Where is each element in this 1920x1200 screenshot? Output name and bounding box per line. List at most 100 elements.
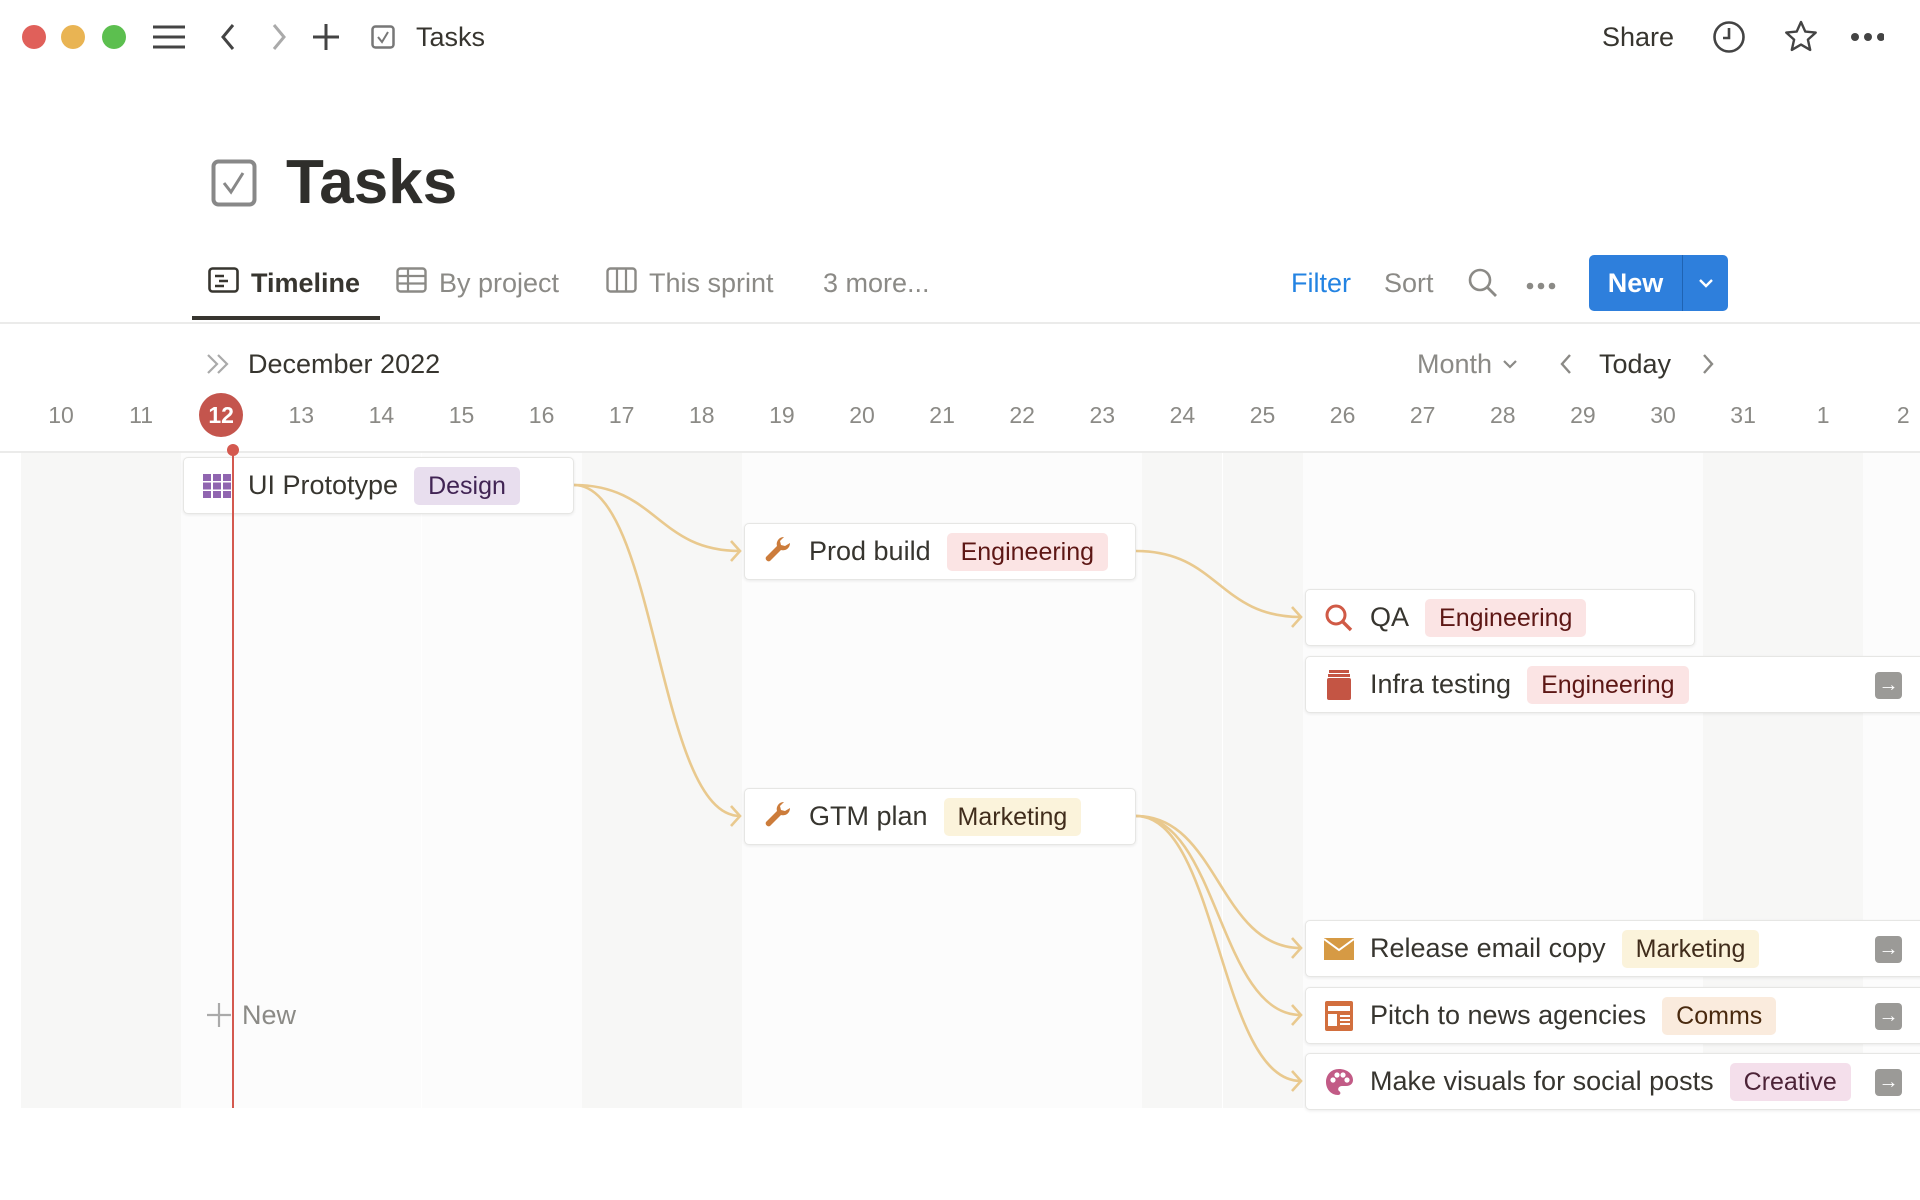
tab-this-sprint[interactable]: This sprint [606,265,774,301]
day-label: 17 [608,402,635,428]
search-icon[interactable] [1467,267,1499,304]
dependency-arrowhead [730,805,742,827]
task-title: Infra testing [1370,669,1512,699]
plus-icon[interactable] [309,20,343,54]
sort-button[interactable]: Sort [1384,268,1434,298]
today-marker: 12 [199,393,244,437]
maximize-window-button[interactable] [102,25,126,49]
day-label: 22 [1009,402,1035,428]
task-tag: Comms [1662,996,1777,1035]
more-options-icon[interactable] [1850,20,1884,54]
forward-arrow-icon[interactable] [262,20,296,54]
day-label: 31 [1730,402,1756,428]
tab-label: Timeline [251,267,361,298]
dependency-line [1135,814,1302,950]
tab-more-views[interactable]: 3 more... [823,265,930,301]
weekend-column [661,453,742,1108]
today-button[interactable]: Today [1599,349,1672,379]
tab-label: 3 more... [823,267,930,298]
tab-by-project[interactable]: By project [396,265,559,301]
task-card[interactable]: GTM plan Marketing [744,788,1136,845]
open-task-arrow-icon[interactable]: → [1875,672,1902,699]
day-label: 23 [1089,402,1116,428]
day-label: 15 [448,402,475,428]
tabs-divider [0,322,1920,324]
day-label: 1 [1816,402,1830,428]
day-column [501,453,582,1108]
next-period-icon[interactable] [1701,353,1715,380]
new-dropdown-button[interactable] [1682,255,1728,311]
task-tag: Engineering [946,532,1109,571]
breadcrumb[interactable]: Tasks [416,22,486,52]
task-card[interactable]: Infra testing Engineering → [1305,656,1920,713]
today-line [232,450,234,1108]
wrench-icon [763,801,793,832]
dependency-line [1135,814,1302,1017]
open-task-arrow-icon[interactable]: → [1875,1069,1902,1096]
task-title: Pitch to news agencies [1370,1000,1647,1030]
day-column [261,453,342,1108]
task-card[interactable]: Pitch to news agencies Comms → [1305,987,1920,1044]
day-label: 20 [849,402,875,428]
day-column [181,453,262,1108]
day-label: 30 [1650,402,1676,428]
dependency-line [573,483,741,818]
previous-period-icon[interactable] [1559,353,1573,380]
page-icon[interactable] [211,159,257,212]
open-task-arrow-icon[interactable]: → [1875,1003,1902,1030]
task-tag: Engineering [1425,598,1587,637]
wrench-icon [763,536,793,567]
task-tag: Marketing [943,797,1082,836]
tab-timeline[interactable]: Timeline [208,265,360,301]
weekend-column [1142,453,1223,1108]
task-card[interactable]: Make visuals for social posts Creative → [1305,1053,1920,1110]
day-label: 2 [1896,402,1910,428]
task-tag: Creative [1729,1062,1851,1101]
dependency-line [573,483,741,553]
close-window-button[interactable] [22,25,46,49]
open-task-arrow-icon[interactable]: → [1875,936,1902,963]
menu-icon[interactable] [152,20,186,54]
task-title: Make visuals for social posts [1370,1066,1714,1096]
task-tag: Design [414,466,520,505]
jar-icon [1324,669,1354,700]
active-tab-underline [192,316,380,320]
task-title: Prod build [809,536,931,566]
star-icon[interactable] [1783,20,1817,54]
day-label: 18 [689,402,715,428]
day-label: 29 [1570,402,1596,428]
scale-dropdown[interactable]: Month [1417,347,1518,381]
task-card[interactable]: Release email copy Marketing → [1305,920,1920,977]
task-tag: Marketing [1621,929,1760,968]
magnifier-icon [1324,603,1354,633]
filter-button[interactable]: Filter [1291,268,1351,298]
clock-icon[interactable] [1712,20,1746,54]
new-task-label: New [242,1000,297,1030]
new-button[interactable]: New [1607,268,1664,298]
envelope-icon [1324,934,1354,964]
newspaper-icon [1324,1000,1354,1031]
day-label: 10 [48,402,74,428]
task-card[interactable]: Prod build Engineering [744,523,1136,580]
grid-top-divider [0,451,1920,453]
task-title: QA [1370,602,1410,632]
view-options-icon[interactable] [1526,278,1556,296]
dependency-arrowhead [1291,1004,1303,1026]
new-task-button[interactable]: New [206,998,296,1032]
expand-sidebar-icon[interactable] [205,353,231,380]
day-label: 24 [1169,402,1196,428]
new-button-group: New [1589,255,1728,311]
back-arrow-icon[interactable] [211,20,245,54]
weekend-column [101,453,182,1108]
tab-label: By project [439,267,560,298]
page-title[interactable]: Tasks [286,148,458,217]
task-title: UI Prototype [248,470,399,500]
share-button[interactable]: Share [1602,22,1675,52]
minimize-window-button[interactable] [61,25,85,49]
day-label: 14 [368,402,395,428]
task-card[interactable]: UI Prototype Design [183,457,574,514]
chevron-down-icon [1698,279,1713,288]
checkbox-icon [366,20,400,54]
month-label: December 2022 [248,349,441,379]
task-card[interactable]: QA Engineering [1305,589,1695,646]
